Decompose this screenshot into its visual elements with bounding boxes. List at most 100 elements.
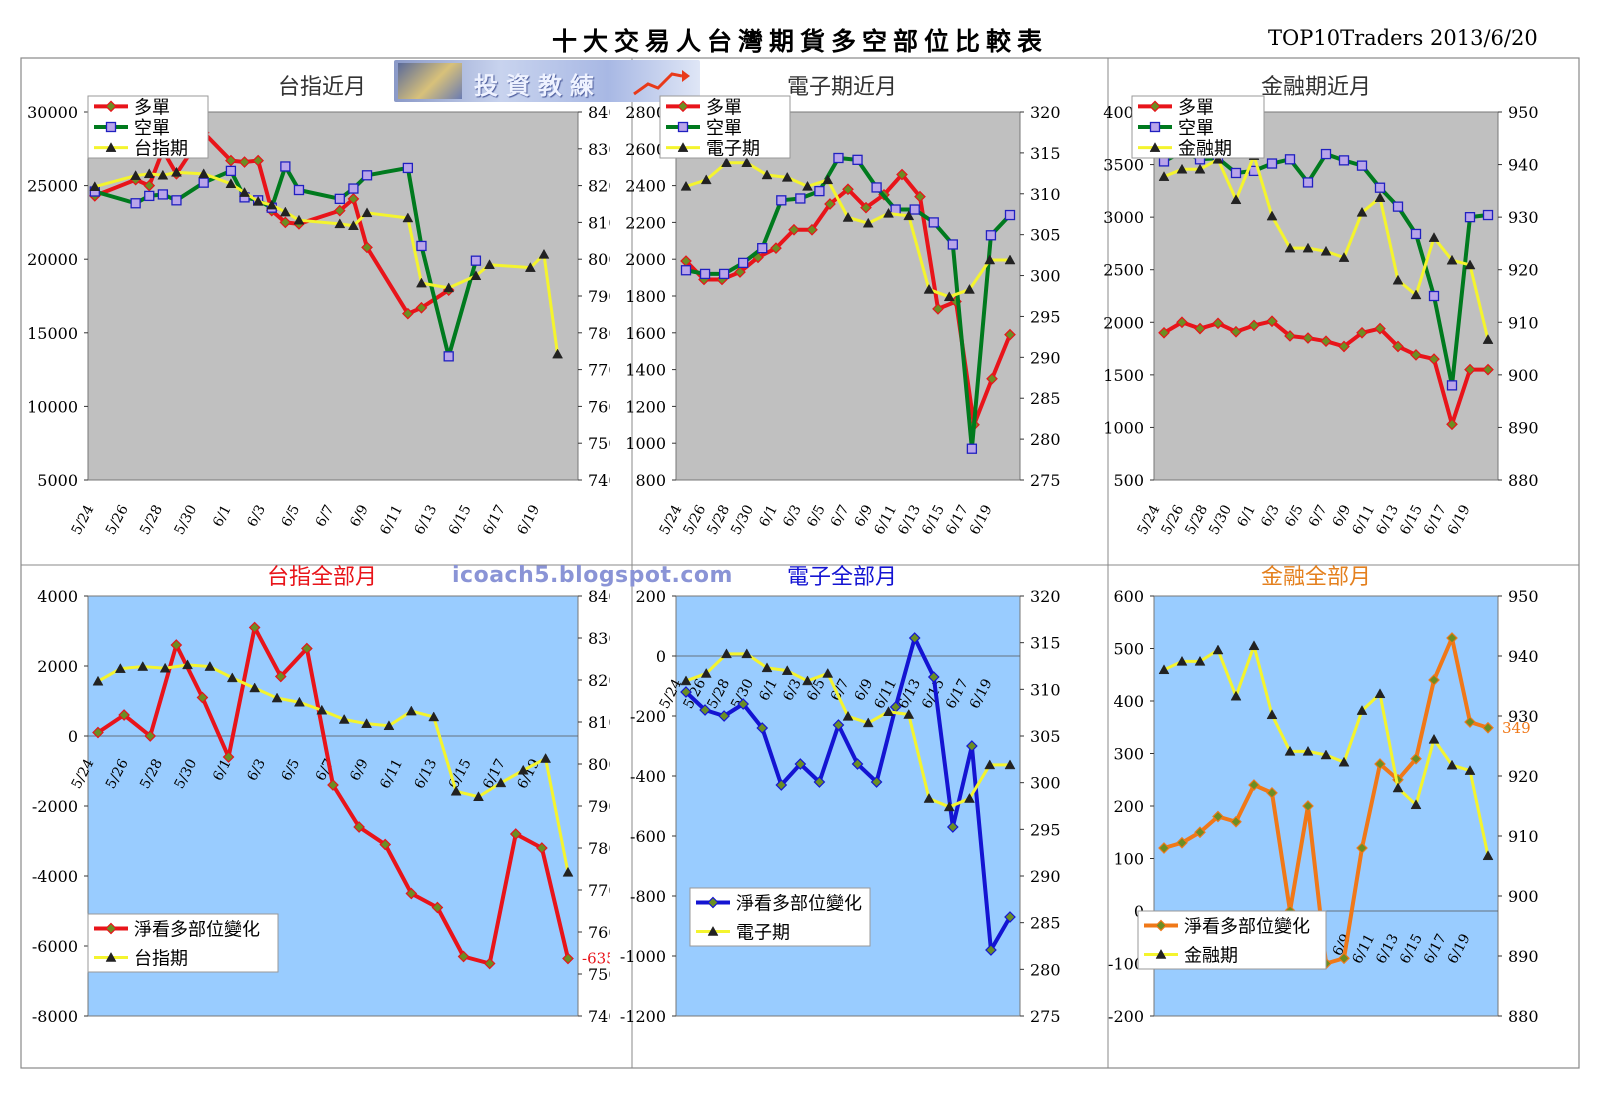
- data-point-diamond: [1230, 325, 1242, 338]
- x-tick-label: 6/11: [871, 502, 900, 537]
- data-point-diamond: [105, 100, 117, 113]
- data-point-triangle: [540, 753, 552, 763]
- data-point-square: [852, 154, 863, 165]
- y-right-tick-label: 7800: [588, 839, 610, 858]
- y-left-tick-label: 25000: [27, 177, 78, 196]
- data-point-diamond: [483, 957, 496, 970]
- data-point-diamond: [1338, 952, 1350, 965]
- data-point-square: [280, 161, 291, 172]
- data-point-triangle: [943, 291, 955, 302]
- x-tick-label: 6/1: [1234, 502, 1259, 529]
- data-point-triangle: [562, 866, 574, 877]
- y-right-tick-label: 7600: [588, 397, 610, 416]
- data-point-diamond: [842, 183, 854, 196]
- data-point-square: [157, 189, 169, 200]
- data-point-triangle: [1428, 232, 1440, 242]
- data-point-diamond: [734, 266, 746, 278]
- data-point-diamond: [1464, 363, 1476, 376]
- x-tick-label: 5/30: [728, 502, 757, 537]
- data-point-triangle: [964, 793, 975, 803]
- legend-label: 空單: [706, 118, 742, 139]
- y-left-tick-label: 15000: [27, 324, 78, 343]
- y-left-tick-label: 1500: [1103, 366, 1144, 385]
- data-point-diamond: [794, 758, 807, 770]
- page-title: 十大交易人台灣期貨多空部位比較表: [551, 27, 1048, 56]
- data-point-triangle: [157, 169, 169, 180]
- data-point-triangle: [334, 218, 346, 229]
- data-point-triangle: [1158, 664, 1170, 675]
- data-point-triangle: [443, 282, 455, 293]
- data-point-triangle: [470, 270, 482, 281]
- y-right-tick-label: 7400: [588, 471, 610, 490]
- data-point-diamond: [718, 710, 730, 722]
- data-point-square: [198, 177, 209, 188]
- data-point-triangle: [1155, 948, 1167, 959]
- y-right-tick-label: 315: [1030, 144, 1061, 163]
- series-elec_net: [680, 632, 1016, 956]
- data-point-triangle: [1194, 163, 1206, 174]
- y-right-tick-label: 920: [1508, 767, 1539, 786]
- data-point-diamond: [1356, 326, 1368, 339]
- data-point-triangle: [226, 672, 238, 683]
- data-point-triangle: [842, 211, 854, 222]
- data-point-square: [776, 195, 787, 206]
- data-point-triangle: [883, 207, 894, 218]
- x-tick-label: 6/7: [313, 502, 338, 529]
- y-right-tick-label: 275: [1030, 1007, 1061, 1026]
- data-point-triangle: [1356, 206, 1368, 217]
- data-point-triangle: [105, 142, 117, 152]
- data-point-square: [334, 193, 345, 204]
- data-point-diamond: [248, 621, 261, 634]
- data-point-triangle: [538, 248, 550, 259]
- y-right-tick-label: 310: [1030, 185, 1061, 204]
- data-point-triangle: [524, 262, 536, 272]
- data-point-triangle: [822, 174, 834, 185]
- data-point-triangle: [182, 659, 193, 670]
- data-point-diamond: [143, 179, 156, 192]
- x-tick-label: 6/1: [756, 502, 781, 529]
- data-point-square: [871, 182, 882, 193]
- y-left-tick-label: 3000: [1103, 208, 1144, 227]
- y-left-tick-label: -100: [1108, 955, 1144, 974]
- data-point-diamond: [677, 100, 689, 113]
- y-right-tick-label: 7700: [588, 361, 610, 380]
- data-point-triangle: [1446, 254, 1458, 265]
- data-point-diamond: [1356, 842, 1368, 854]
- data-point-diamond: [870, 776, 883, 788]
- logo-photo: [398, 63, 462, 99]
- data-point-diamond: [908, 632, 921, 644]
- data-point-square: [677, 121, 689, 133]
- data-point-triangle: [552, 348, 564, 359]
- y-right-tick-label: 305: [1030, 226, 1061, 245]
- data-point-triangle: [707, 925, 719, 936]
- data-point-diamond: [222, 751, 235, 763]
- y-right-tick-label: 8100: [588, 713, 610, 732]
- data-point-diamond: [985, 944, 997, 956]
- data-point-triangle: [1158, 171, 1170, 181]
- chart-title: 電子全部月: [787, 565, 897, 590]
- data-point-diamond: [1338, 340, 1350, 353]
- y-right-tick-label: 950: [1508, 587, 1539, 606]
- y-right-tick-label: 8200: [588, 177, 610, 196]
- y-right-tick-label: 8100: [588, 213, 610, 232]
- data-point-triangle: [347, 220, 359, 230]
- data-point-square: [1004, 209, 1016, 221]
- data-point-triangle: [1266, 210, 1278, 221]
- y-left-tick-label: 1600: [625, 324, 666, 343]
- chart-title: 台指全部月: [267, 565, 377, 590]
- series-long: [1158, 315, 1494, 431]
- data-point-square: [1149, 121, 1161, 133]
- y-left-tick-label: 500: [1113, 471, 1144, 490]
- data-point-diamond: [327, 779, 339, 791]
- legend-label: 空單: [1178, 118, 1214, 139]
- x-tick-label: 6/13: [895, 502, 924, 537]
- y-right-tick-label: 7500: [588, 965, 610, 984]
- data-point-triangle: [1392, 782, 1404, 793]
- data-point-triangle: [1428, 733, 1440, 744]
- data-point-triangle: [741, 157, 753, 167]
- x-tick-label: 6/5: [1282, 502, 1307, 529]
- y-right-tick-label: 290: [1030, 867, 1061, 886]
- data-point-triangle: [293, 214, 305, 225]
- data-point-diamond: [737, 698, 750, 710]
